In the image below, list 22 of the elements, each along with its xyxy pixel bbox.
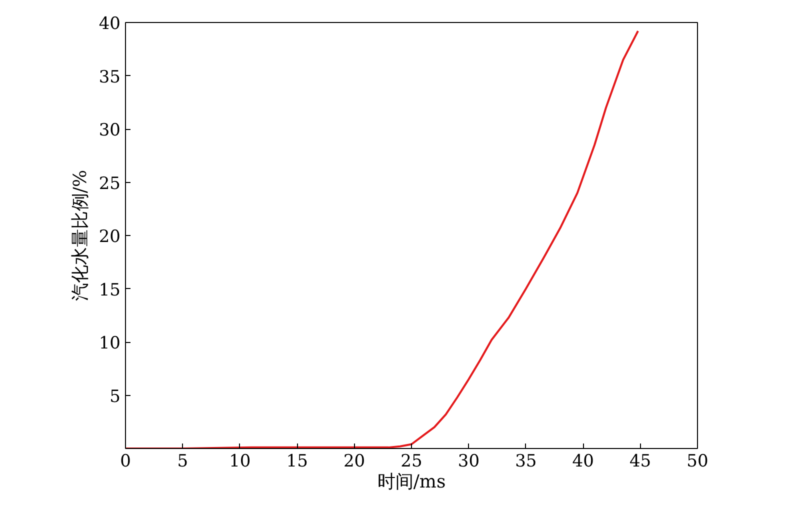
x-tick-label: 45 [629, 452, 652, 472]
x-tick-label: 5 [177, 452, 188, 472]
y-tick-label: 30 [98, 120, 121, 140]
x-tick-label: 15 [286, 452, 308, 472]
y-tick-label: 25 [98, 174, 121, 194]
y-tick-label: 40 [98, 14, 121, 34]
x-tick-label: 40 [572, 452, 594, 472]
x-axis-title: 时间/ms [377, 472, 446, 492]
y-tick-label: 10 [98, 334, 121, 354]
x-tick-label: 35 [515, 452, 537, 472]
x-tick-label: 20 [343, 452, 366, 472]
y-tick-label: 5 [110, 386, 121, 407]
x-tick-label: 0 [120, 452, 131, 472]
y-axis-title: 汽化水量比例/% [70, 170, 91, 302]
x-tick-label: 30 [458, 452, 480, 472]
y-tick-label: 20 [98, 227, 121, 247]
x-tick-label: 10 [229, 452, 251, 472]
line-series [126, 30, 640, 448]
x-tick-label: 50 [686, 452, 708, 472]
y-tick-label: 15 [98, 280, 121, 300]
x-tick-label: 25 [400, 452, 422, 472]
y-tick-label: 35 [98, 67, 121, 88]
